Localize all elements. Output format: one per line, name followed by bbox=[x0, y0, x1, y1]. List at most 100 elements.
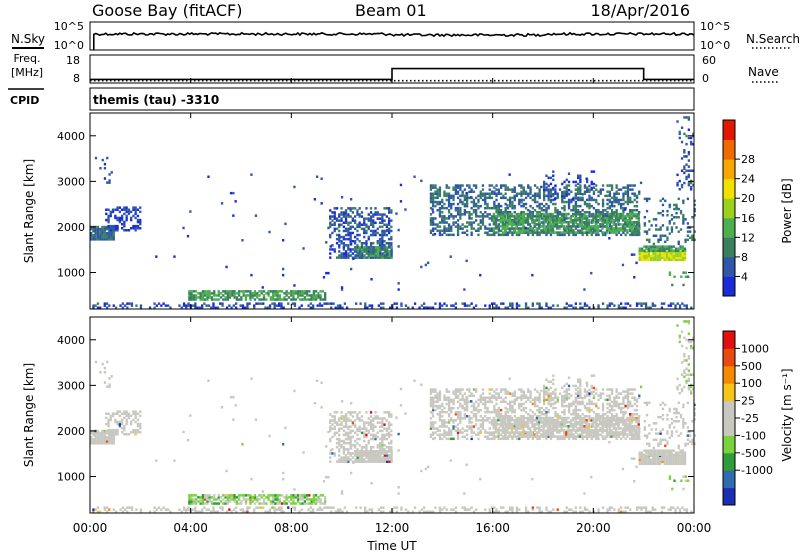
power-cell bbox=[495, 188, 498, 191]
power-cell bbox=[335, 227, 339, 231]
power-cell bbox=[661, 209, 665, 213]
power-cell bbox=[583, 212, 586, 216]
velocity-cell bbox=[479, 419, 482, 422]
velocity-cell bbox=[116, 420, 119, 424]
power-cell bbox=[215, 294, 218, 297]
velocity-cell bbox=[367, 421, 370, 424]
velocity-cell bbox=[365, 456, 368, 459]
power-cell bbox=[527, 306, 530, 309]
power-cell bbox=[388, 219, 391, 222]
velocity-cell bbox=[606, 510, 609, 513]
power-cell bbox=[340, 235, 343, 239]
power-cell bbox=[597, 306, 600, 309]
velocity-cell bbox=[672, 506, 675, 509]
power-cell bbox=[251, 294, 254, 297]
power-cell bbox=[459, 186, 462, 189]
power-cell bbox=[356, 256, 359, 259]
power-cell bbox=[560, 216, 563, 220]
velocity-cell bbox=[381, 417, 384, 420]
velocity-cell bbox=[121, 412, 124, 415]
velocity-cell bbox=[108, 440, 111, 443]
velocity-cell bbox=[372, 435, 375, 439]
power-cell bbox=[294, 290, 297, 293]
power-cell bbox=[601, 231, 604, 234]
velocity-cell bbox=[372, 427, 375, 430]
power-cell bbox=[522, 188, 525, 191]
power-cell bbox=[274, 290, 277, 293]
power-cell bbox=[624, 225, 627, 228]
power-cell bbox=[107, 227, 110, 230]
power-cell bbox=[547, 229, 550, 232]
power-cell bbox=[233, 296, 236, 299]
power-cell bbox=[360, 227, 364, 231]
power-cell bbox=[185, 304, 188, 307]
velocity-cell bbox=[490, 433, 494, 436]
velocity-cell bbox=[187, 508, 190, 511]
velocity-cell bbox=[333, 425, 336, 428]
velocity-cell bbox=[369, 415, 373, 418]
power-cell bbox=[472, 306, 476, 309]
power-cell bbox=[543, 196, 546, 200]
velocity-cell bbox=[153, 506, 156, 509]
velocity-cell bbox=[210, 510, 213, 513]
power-cell bbox=[349, 209, 352, 212]
power-cell bbox=[610, 216, 613, 220]
velocity-cell bbox=[188, 500, 191, 503]
velocity-cell bbox=[574, 510, 577, 513]
velocity-cell bbox=[335, 421, 339, 424]
power-cell bbox=[551, 225, 554, 228]
power-cell bbox=[679, 254, 682, 257]
power-cell bbox=[188, 298, 191, 301]
velocity-cell bbox=[264, 510, 267, 513]
velocity-cell bbox=[608, 506, 611, 509]
velocity-cell bbox=[367, 454, 370, 457]
velocity-cell bbox=[231, 496, 234, 499]
velocity-cell bbox=[370, 460, 373, 463]
velocity-cell bbox=[111, 433, 115, 436]
velocity-cell bbox=[450, 508, 453, 511]
power-cell bbox=[565, 306, 568, 309]
power-cell bbox=[545, 209, 548, 212]
velocity-cell bbox=[479, 425, 482, 428]
power-cell bbox=[105, 232, 109, 235]
velocity-cell bbox=[358, 437, 361, 441]
velocity-cell bbox=[493, 390, 496, 393]
power-cell bbox=[599, 223, 602, 226]
power-cell bbox=[443, 192, 446, 195]
power-cell bbox=[367, 237, 370, 241]
power-cell bbox=[538, 302, 541, 305]
power-cell bbox=[347, 246, 350, 249]
velocity-cell bbox=[96, 442, 100, 445]
velocity-cell bbox=[490, 506, 494, 509]
velocity-cell bbox=[333, 452, 336, 455]
power-cell bbox=[518, 198, 521, 202]
velocity-cell bbox=[372, 423, 375, 426]
velocity-cell bbox=[123, 412, 126, 415]
velocity-cell bbox=[370, 510, 374, 513]
velocity-cell bbox=[372, 417, 375, 420]
power-cell bbox=[204, 292, 207, 295]
velocity-cell bbox=[543, 413, 546, 416]
power-cell bbox=[470, 233, 473, 237]
power-cell bbox=[436, 225, 439, 228]
power-cell bbox=[441, 221, 444, 224]
power-cell bbox=[486, 206, 489, 210]
power-cell bbox=[529, 225, 532, 228]
power-cell bbox=[338, 256, 341, 259]
power-cell bbox=[656, 252, 660, 255]
power-cell bbox=[327, 226, 330, 230]
velocity-cell bbox=[459, 419, 462, 422]
velocity-cell bbox=[390, 460, 393, 463]
power-cell bbox=[284, 222, 287, 226]
velocity-cell bbox=[344, 421, 348, 424]
power-cell bbox=[450, 215, 453, 218]
velocity-cell bbox=[235, 510, 238, 513]
power-cell bbox=[360, 215, 364, 218]
power-cell bbox=[506, 219, 509, 222]
power-cell bbox=[668, 205, 671, 209]
power-cell bbox=[554, 202, 557, 206]
velocity-cell bbox=[244, 494, 248, 497]
power-cell bbox=[690, 181, 693, 185]
power-cell bbox=[683, 165, 686, 168]
velocity-cell bbox=[466, 406, 469, 410]
